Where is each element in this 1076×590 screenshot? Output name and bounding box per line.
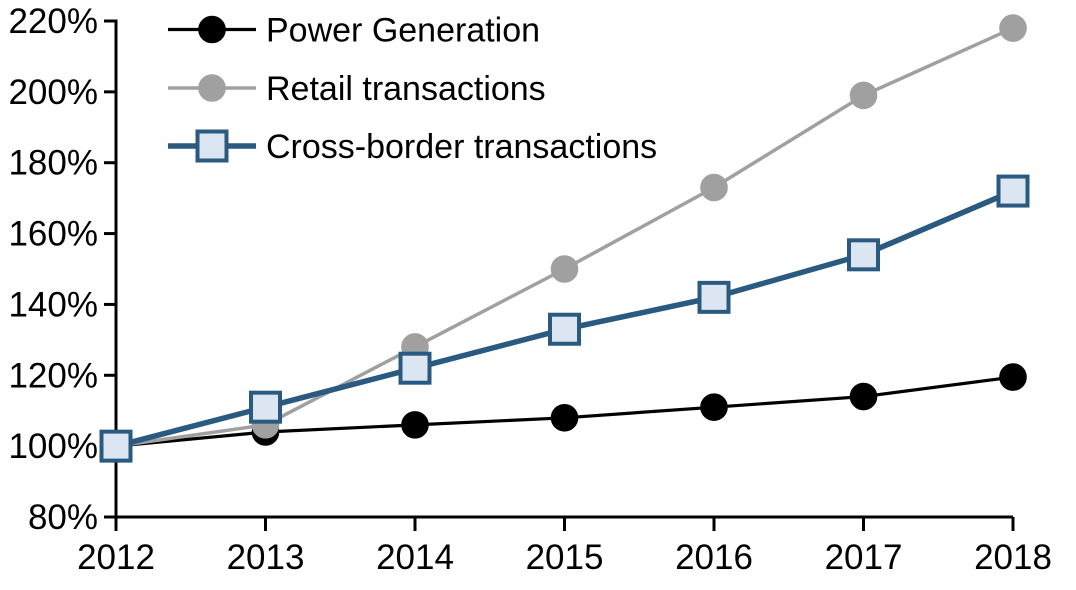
x-axis-tick-label: 2015 [526, 538, 604, 577]
series-line-2 [115, 26, 1014, 448]
legend-label-2: Retail transactions [266, 70, 546, 108]
x-axis-tick-label: 2017 [825, 538, 903, 577]
x-axis-tick-label: 2013 [227, 538, 305, 577]
data-point-marker [550, 255, 579, 283]
data-point-marker [249, 390, 282, 424]
data-point-marker [700, 173, 728, 202]
y-axis-tick-label: 180% [8, 144, 98, 183]
x-axis-tick-label: 2012 [77, 538, 155, 577]
data-point-marker [700, 393, 728, 421]
data-point-marker [999, 363, 1027, 391]
legend-label-1: Power Generation [266, 12, 540, 50]
x-axis-tick-label: 2018 [974, 538, 1052, 577]
legend-label-3: Cross-border transactions [266, 128, 657, 166]
data-point-marker [401, 411, 429, 439]
data-point-marker [697, 280, 731, 314]
legend-marker [195, 129, 229, 163]
data-point-marker [548, 312, 581, 346]
data-point-marker [550, 404, 579, 432]
data-point-marker [996, 174, 1030, 208]
data-point-marker [99, 429, 133, 463]
data-point-marker [398, 351, 432, 385]
legend-marker [198, 15, 226, 44]
y-axis-tick-label: 100% [8, 427, 98, 466]
y-axis-tick-label: 160% [8, 215, 98, 254]
x-axis-tick-label: 2014 [376, 538, 454, 577]
y-axis-tick-label: 200% [8, 73, 98, 112]
y-axis-tick-label: 120% [8, 356, 98, 395]
y-axis-tick-label: 80% [28, 498, 98, 537]
data-point-marker [849, 382, 878, 411]
data-point-marker [849, 81, 878, 110]
data-point-marker [999, 14, 1027, 42]
data-point-marker [847, 238, 880, 272]
y-axis-tick-label: 220% [8, 2, 98, 41]
y-axis-tick-label: 140% [8, 285, 98, 324]
x-axis-tick-label: 2016 [675, 538, 753, 577]
legend-marker [198, 74, 226, 102]
